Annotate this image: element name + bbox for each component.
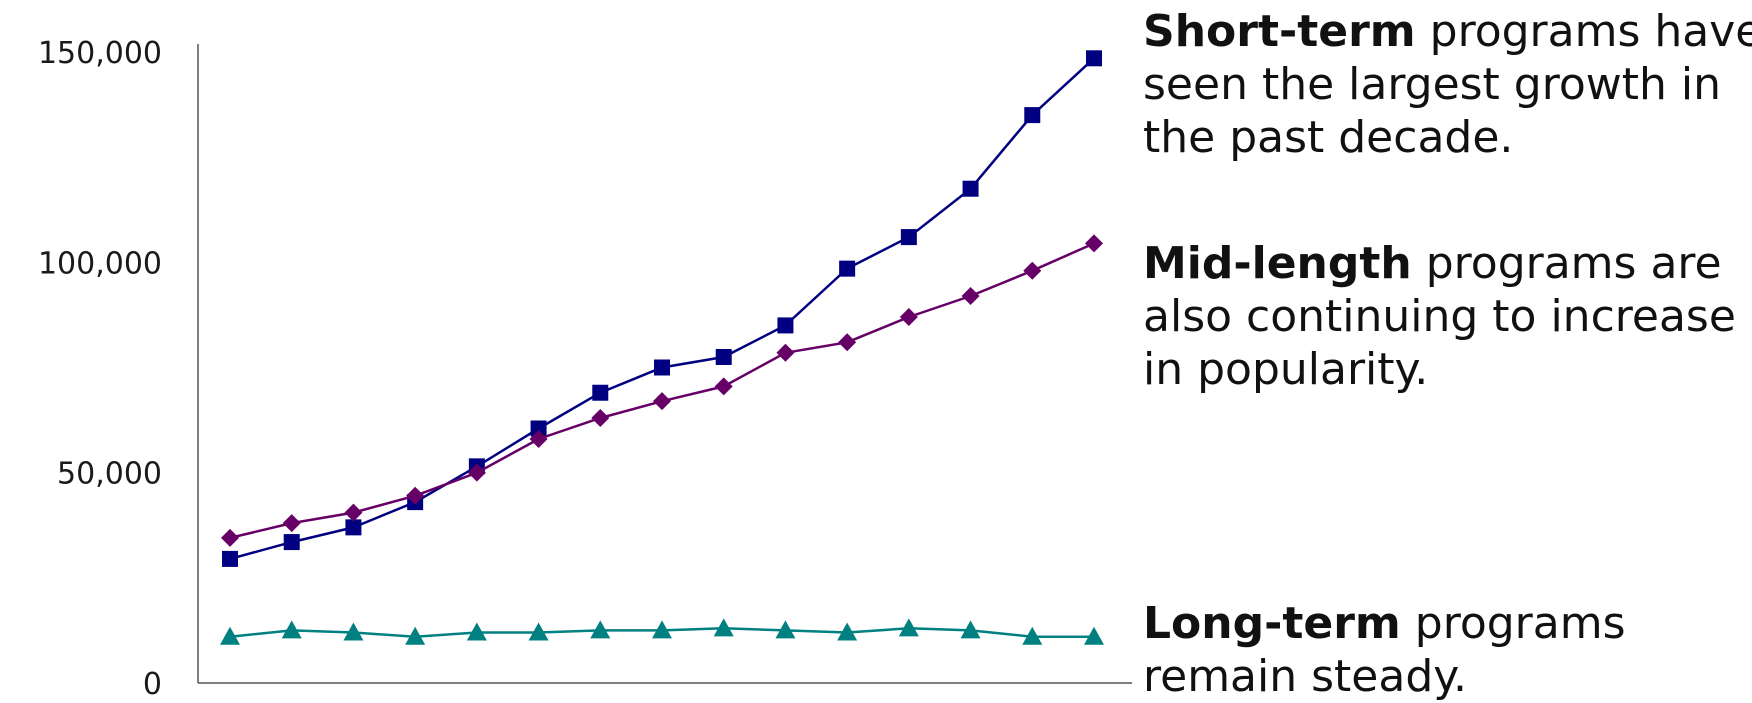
mid-length-annotation-line2: also continuing to increase [1143, 291, 1736, 342]
long-series-point [528, 622, 549, 641]
short-series-line [229, 57, 1095, 561]
long-series-point [281, 620, 302, 639]
mid-series-line [229, 242, 1095, 540]
long-term-annotation-line2: remain steady. [1143, 651, 1468, 702]
y-tick-label: 150,000 [38, 36, 162, 71]
short-series-point [900, 229, 917, 246]
mid-series-point [406, 486, 425, 505]
short-term-annotation-line2: seen the largest growth in [1143, 59, 1721, 110]
long-series-point [220, 626, 240, 645]
mid-length-bold: Mid-length [1143, 238, 1412, 289]
mid-series-point [591, 408, 610, 427]
short-series-point [222, 550, 238, 567]
mid-series-point [961, 286, 980, 305]
short-term-annotation-line3: the past decade. [1143, 112, 1514, 163]
long-series-point [898, 618, 919, 637]
mid-series-point [899, 308, 918, 327]
short-series-point [715, 348, 732, 365]
long-series-point [405, 626, 426, 645]
long-series-point [590, 620, 611, 639]
long-term-bold: Long-term [1143, 598, 1401, 649]
long-series-point [1022, 626, 1043, 645]
short-series-point [283, 534, 300, 551]
mid-series [221, 234, 1103, 547]
y-tick-label: 100,000 [38, 246, 162, 281]
mid-length-annotation-line3: in popularity. [1143, 344, 1429, 395]
y-tick-label: 0 [143, 667, 162, 701]
mid-series-point [776, 343, 795, 362]
mid-series-point [838, 333, 857, 352]
mid-series-point [1085, 234, 1103, 253]
short-series [222, 50, 1102, 567]
long-series-point [775, 620, 796, 639]
long-series-point [837, 622, 858, 641]
mid-length-text1: programs are [1411, 238, 1722, 289]
long-term-annotation-line1: Long-term programs [1143, 597, 1743, 650]
short-term-text1: programs have [1415, 6, 1752, 57]
mid-series-point [1023, 261, 1042, 280]
short-series-point [839, 260, 856, 277]
short-series-point [1086, 50, 1102, 67]
long-series [220, 618, 1104, 645]
long-term-annotation: Long-term programs remain steady. [1143, 597, 1743, 703]
mid-series-point [653, 392, 671, 411]
long-series-point [713, 618, 734, 637]
y-tick-label: 50,000 [57, 457, 162, 492]
mid-series-point [282, 514, 301, 533]
long-series-point [1084, 626, 1104, 645]
mid-series-point [467, 463, 486, 482]
short-term-annotation-line1: Short-term programs have [1143, 5, 1752, 58]
mid-length-annotation-line1: Mid-length programs are [1143, 237, 1743, 290]
short-series-point [530, 420, 547, 437]
y-tick-labels: 0 50,000 100,000 150,000 [38, 36, 162, 701]
mid-series-point [714, 377, 733, 396]
short-series-point [1024, 107, 1041, 124]
short-series-point [345, 519, 362, 536]
short-series-point [962, 180, 979, 197]
long-series-point [466, 622, 487, 641]
mid-length-annotation: Mid-length programs are also continuing … [1143, 237, 1743, 396]
short-series-point [592, 384, 609, 401]
short-term-annotation: Short-term programs have seen the larges… [1143, 5, 1752, 164]
long-series-point [343, 622, 364, 641]
short-series-point [654, 359, 670, 376]
short-series-point [777, 317, 794, 334]
mid-series-point [344, 503, 363, 522]
line-chart: 0 50,000 100,000 150,000 [38, 36, 1132, 701]
long-series-point [652, 620, 672, 639]
short-term-bold: Short-term [1143, 6, 1416, 57]
long-term-text1: programs [1400, 598, 1626, 649]
mid-series-point [529, 430, 548, 449]
mid-series-point [221, 528, 239, 547]
long-series-point [960, 620, 981, 639]
series-layer [220, 50, 1104, 645]
